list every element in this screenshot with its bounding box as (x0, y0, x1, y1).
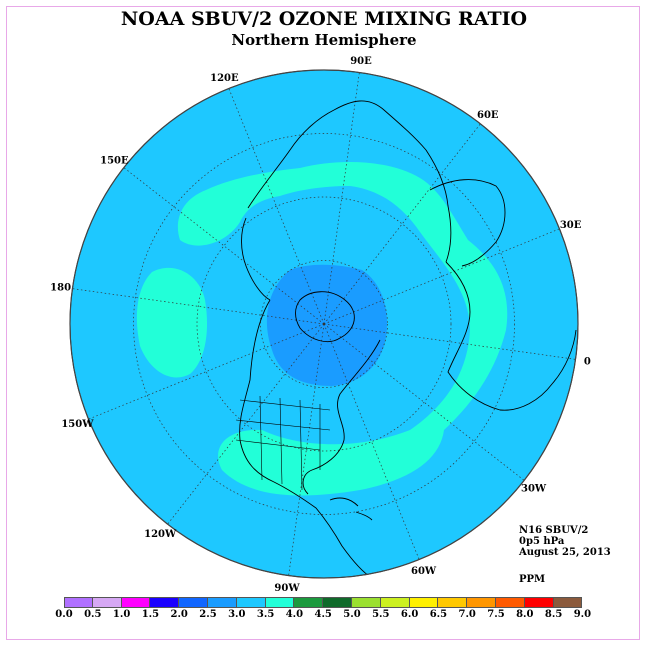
lon-label-90e: 90E (350, 56, 372, 67)
colorbar-tick-label: 4.5 (314, 609, 332, 620)
coast-north-america-east (302, 339, 381, 495)
colorbar-tick-label: 2.5 (199, 609, 217, 620)
colorbar-swatch (467, 597, 496, 608)
colorbar-swatch (150, 597, 180, 608)
colorbar-swatch (179, 597, 208, 608)
ozone-band-3-5-pacific (136, 267, 208, 378)
lon-label-150e: 150E (100, 156, 129, 167)
colorbar-tick-label: 6.5 (429, 609, 448, 620)
colorbar-tick-label: 1.5 (141, 609, 160, 620)
colorbar-swatch (265, 597, 295, 608)
info-panel: N16 SBUV/2 0p5 hPa August 25, 2013 (519, 525, 611, 558)
units-label: PPM (519, 574, 546, 585)
colorbar-swatch (294, 597, 324, 608)
colorbar-tick-label: 3.5 (256, 609, 275, 620)
colorbar-tick-label: 9.0 (573, 609, 592, 620)
colorbar-tick-label: 3.0 (228, 609, 246, 620)
colorbar-swatch (323, 597, 352, 608)
map-outline (69, 69, 579, 579)
colorbar-tick-label: 1.0 (112, 609, 131, 620)
colorbar-tick-label: 0.0 (55, 609, 73, 620)
map-title: NOAA SBUV/2 OZONE MIXING RATIO (120, 8, 528, 30)
coast-europe (445, 261, 577, 411)
plot-frame (6, 6, 640, 640)
colorbar-swatch (92, 597, 122, 608)
colorbar-swatch (236, 597, 266, 608)
coast-us-states (235, 395, 331, 491)
colorbar-tick-label: 4.0 (285, 609, 304, 620)
lon-label-30w: 30W (521, 483, 547, 494)
map-subtitle: Northern Hemisphere (231, 31, 417, 49)
colorbar-tick-label: 7.5 (487, 609, 505, 620)
coastlines (235, 100, 577, 578)
coast-eurasia-north (247, 100, 452, 263)
pressure-level-label: 0p5 hPa (519, 536, 565, 547)
colorbar-swatch (495, 597, 525, 608)
colorbar-swatch (524, 597, 554, 608)
colorbar-tick-label: 6.0 (400, 609, 419, 620)
colorbar-tick-label: 5.5 (372, 609, 390, 620)
lon-label-150w: 150W (61, 419, 94, 430)
ozone-contours (72, 72, 577, 578)
colorbar-swatch (409, 597, 439, 608)
colorbar-tick-label: 7.0 (458, 609, 476, 620)
lon-label-180: 180 (50, 283, 71, 294)
ozone-polar-core (266, 264, 388, 386)
graticule (72, 72, 576, 576)
colorbar-swatch (553, 597, 583, 608)
colorbar-tick-label: 8.5 (544, 609, 563, 620)
ozone-band-3-5-ring (177, 162, 508, 496)
colorbar-swatch (121, 597, 151, 608)
lon-label-60e: 60E (477, 110, 499, 121)
satellite-label: N16 SBUV/2 (519, 525, 589, 536)
colorbar-swatch (64, 597, 93, 608)
colorbar-tick-label: 8.0 (516, 609, 534, 620)
lon-label-30e: 30E (560, 220, 582, 231)
colorbar-tick-label: 2.0 (170, 609, 188, 620)
lon-label-60w: 60W (411, 566, 437, 577)
coast-north-america (239, 299, 373, 578)
colorbar-swatch (438, 597, 468, 608)
lon-label-0: 0 (584, 357, 591, 368)
colorbar (64, 597, 583, 608)
latitude-circle-3 (133, 133, 515, 515)
lon-label-120e: 120E (210, 73, 239, 84)
colorbar-tick-label: 5.0 (343, 609, 361, 620)
latitude-circle-1 (260, 260, 388, 388)
lon-label-90w: 90W (274, 583, 300, 594)
colorbar-swatch (351, 597, 381, 608)
coast-greenland (295, 291, 355, 342)
coast-east-asia (241, 217, 271, 301)
lon-label-120w: 120W (144, 529, 177, 540)
colorbar-tick-label: 0.5 (84, 609, 102, 620)
date-label: August 25, 2013 (519, 547, 611, 558)
colorbar-swatch (207, 597, 237, 608)
coast-caribbean (329, 497, 373, 521)
latitude-circle-2 (196, 196, 452, 452)
colorbar-swatch (380, 597, 410, 608)
coast-africa (429, 179, 506, 267)
longitude-labels: 90E 60E 30E 0 30W 60W 90W 120W 150W 180 150E 120E (50, 56, 591, 594)
